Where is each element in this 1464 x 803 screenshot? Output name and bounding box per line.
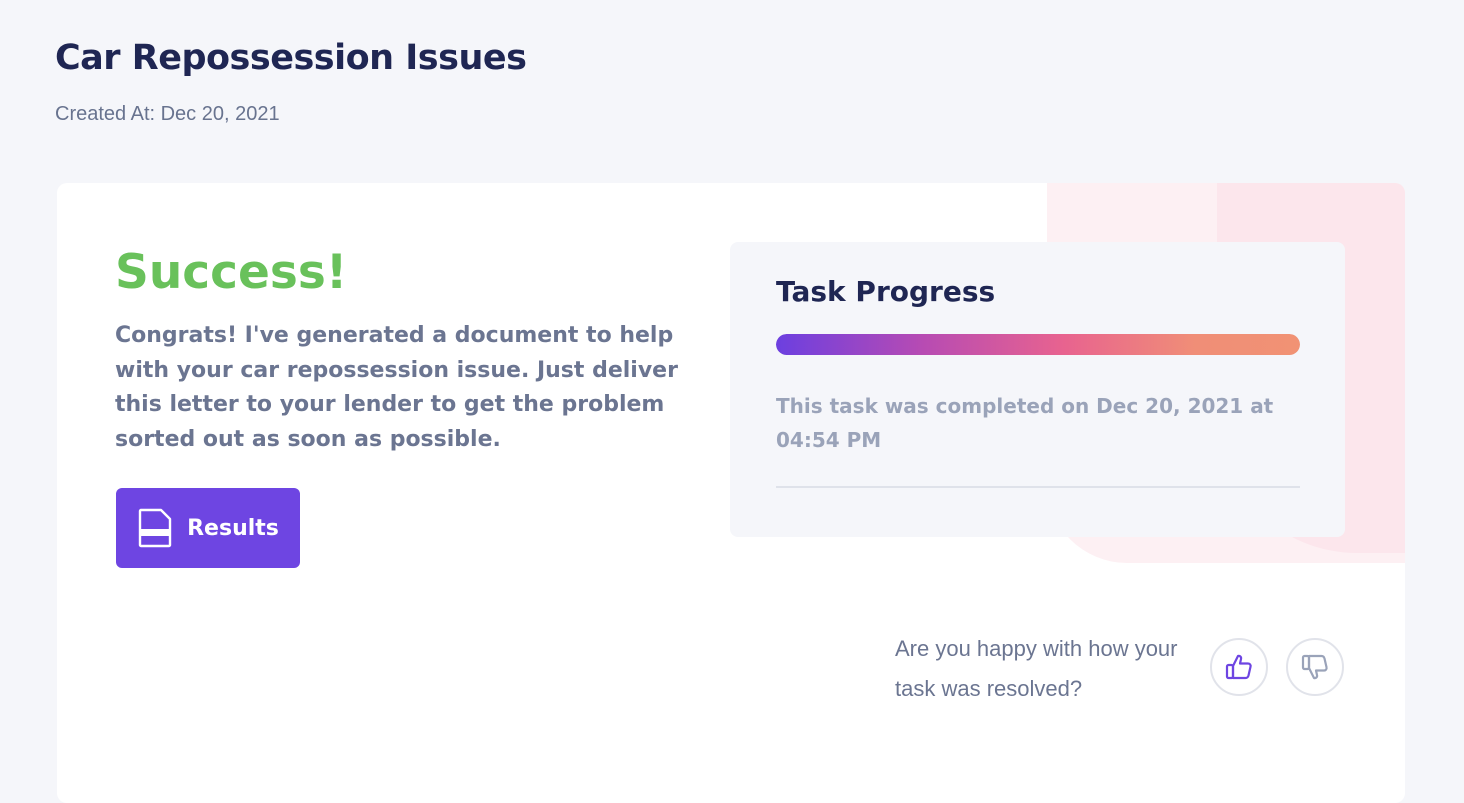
thumbs-down-icon	[1301, 654, 1328, 680]
thumbs-down-button[interactable]	[1286, 638, 1344, 696]
thumbs-up-button[interactable]	[1210, 638, 1268, 696]
task-completed-status: This task was completed on Dec 20, 2021 …	[776, 394, 1274, 452]
success-heading: Success!	[115, 245, 348, 300]
progress-bar-fill	[776, 334, 1300, 355]
results-button-label: Results	[187, 515, 279, 541]
created-at-date: Created At: Dec 20, 2021	[55, 103, 280, 125]
results-button[interactable]: Results	[116, 488, 300, 568]
divider	[776, 486, 1300, 488]
feedback-question: Are you happy with how your task was res…	[895, 636, 1178, 701]
progress-bar	[776, 334, 1300, 355]
success-message: Congrats! I've generated a document to h…	[115, 323, 678, 452]
task-progress-panel: Task Progress This task was completed on…	[730, 242, 1345, 537]
page-title: Car Repossession Issues	[55, 38, 527, 78]
thumbs-up-icon	[1225, 654, 1252, 680]
result-card: Success! Congrats! I've generated a docu…	[57, 183, 1405, 803]
task-progress-title: Task Progress	[776, 275, 996, 308]
document-icon	[138, 508, 172, 548]
